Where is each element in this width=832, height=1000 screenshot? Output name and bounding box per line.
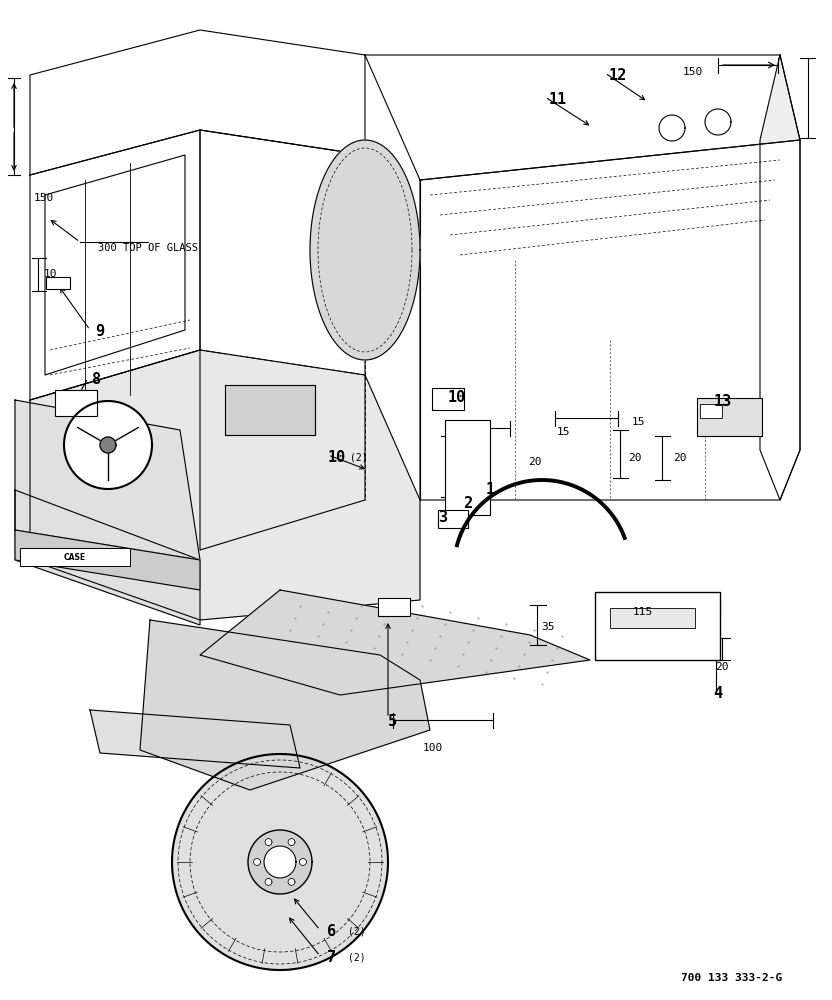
Bar (697, 398, 762, 436)
Text: 700 133 333-2-G: 700 133 333-2-G (681, 973, 782, 983)
Text: 5: 5 (388, 714, 397, 730)
Bar (445, 420, 490, 515)
Text: 3: 3 (438, 510, 448, 526)
Polygon shape (200, 590, 590, 695)
Bar (438, 510, 468, 528)
Bar (46, 277, 70, 289)
Text: 10: 10 (328, 450, 346, 466)
Text: 20: 20 (716, 662, 729, 672)
Text: (2): (2) (348, 927, 365, 937)
Text: 15: 15 (631, 417, 645, 427)
Bar (432, 388, 464, 410)
Text: 300 TOP OF GLASS: 300 TOP OF GLASS (98, 243, 198, 253)
Text: (2): (2) (350, 453, 368, 463)
Text: 11: 11 (549, 93, 567, 107)
Polygon shape (310, 140, 420, 360)
Polygon shape (659, 115, 685, 141)
Polygon shape (172, 754, 388, 970)
Polygon shape (248, 830, 312, 894)
Polygon shape (760, 55, 800, 500)
Polygon shape (265, 878, 272, 885)
Polygon shape (15, 400, 200, 560)
Polygon shape (365, 55, 800, 180)
Text: 15: 15 (557, 427, 570, 437)
Polygon shape (264, 846, 296, 878)
Text: 2: 2 (463, 495, 473, 510)
Polygon shape (15, 490, 200, 625)
Bar (610, 608, 695, 628)
Polygon shape (288, 878, 295, 885)
Text: 6: 6 (328, 924, 337, 940)
Polygon shape (254, 859, 260, 865)
Text: 10: 10 (43, 269, 57, 279)
Polygon shape (90, 710, 300, 768)
Text: 20: 20 (673, 453, 686, 463)
Text: 20: 20 (528, 457, 542, 467)
Bar (700, 404, 722, 418)
Text: 20: 20 (628, 453, 641, 463)
Text: 7: 7 (328, 950, 337, 966)
Polygon shape (705, 109, 731, 135)
Text: 10: 10 (448, 389, 466, 404)
Polygon shape (288, 839, 295, 846)
Polygon shape (15, 530, 200, 590)
Bar (595, 592, 720, 660)
Bar (55, 390, 97, 416)
Text: 150: 150 (34, 193, 54, 203)
Polygon shape (140, 620, 430, 790)
Bar (20, 548, 130, 566)
Polygon shape (265, 839, 272, 846)
Text: 9: 9 (96, 324, 105, 340)
Polygon shape (225, 385, 315, 435)
Polygon shape (300, 859, 306, 865)
Text: 12: 12 (609, 68, 627, 84)
Text: 4: 4 (713, 686, 722, 700)
Text: 35: 35 (542, 622, 555, 632)
Polygon shape (30, 350, 420, 620)
Polygon shape (100, 437, 116, 453)
Polygon shape (64, 401, 152, 489)
Bar (378, 598, 410, 616)
Polygon shape (30, 130, 200, 400)
Text: CASE: CASE (64, 552, 86, 562)
Text: (2): (2) (348, 953, 365, 963)
Text: 115: 115 (633, 607, 653, 617)
Text: 8: 8 (92, 372, 102, 387)
Text: 150: 150 (683, 67, 703, 77)
Polygon shape (30, 30, 365, 175)
Text: 1: 1 (485, 483, 494, 497)
Polygon shape (420, 140, 800, 500)
Polygon shape (200, 130, 365, 550)
Text: 100: 100 (423, 743, 443, 753)
Text: 13: 13 (714, 394, 732, 410)
